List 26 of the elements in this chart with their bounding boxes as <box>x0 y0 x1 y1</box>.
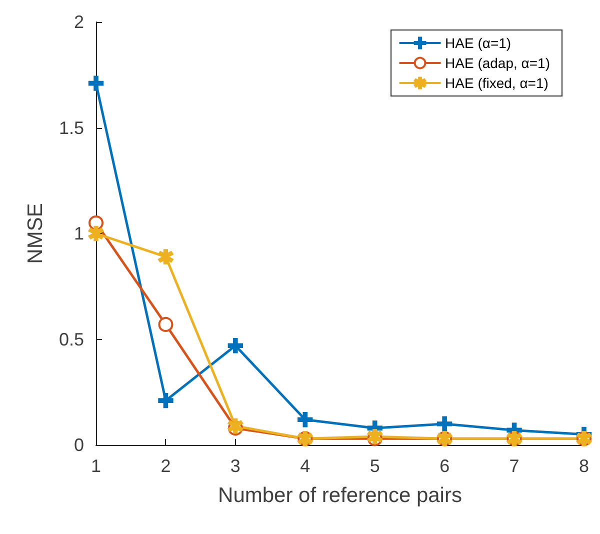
point <box>158 316 174 332</box>
point <box>158 392 174 408</box>
x-tick-label: 7 <box>509 456 520 476</box>
point <box>158 249 174 264</box>
point <box>298 412 313 428</box>
x-tick-label: 3 <box>230 456 240 476</box>
legend-label: HAE (α=1) <box>445 35 512 51</box>
point <box>436 416 452 432</box>
legend-label: HAE (adap, α=1) <box>445 55 550 71</box>
point <box>228 338 244 354</box>
x-tick-label: 2 <box>160 456 171 476</box>
x-axis-title: Number of reference pairs <box>218 484 462 507</box>
point <box>88 226 104 242</box>
legend-label: HAE (fixed, α=1) <box>445 75 548 91</box>
y-tick-label: 0 <box>74 435 84 455</box>
x-tick-label: 5 <box>370 456 380 476</box>
y-tick-label: 2 <box>74 12 84 32</box>
y-tick-label: 1 <box>74 224 84 244</box>
y-tick-label: 0.5 <box>58 329 84 350</box>
point <box>88 76 104 91</box>
x-tick-label: 6 <box>440 456 450 476</box>
x-tick-label: 4 <box>300 456 310 476</box>
x-tick-label: 1 <box>90 456 102 476</box>
y-axis-title: NMSE <box>24 203 47 264</box>
y-tick-label: 1.5 <box>58 118 84 138</box>
x-tick-label: 8 <box>578 456 589 476</box>
